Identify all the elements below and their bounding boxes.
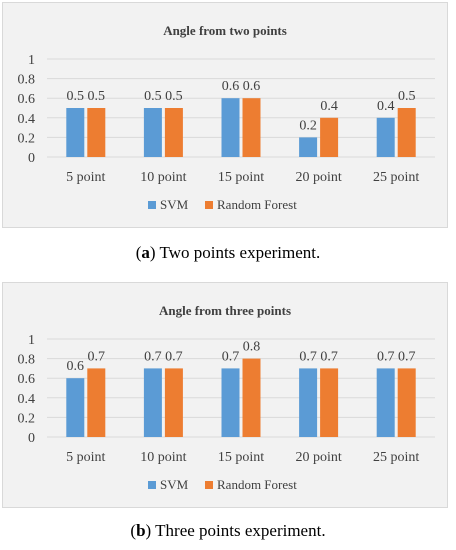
y-tick-label: 0.8 bbox=[18, 353, 36, 368]
data-label: 0.4 bbox=[320, 99, 338, 114]
y-tick-label: 0.6 bbox=[18, 372, 36, 387]
y-tick-label: 0.6 bbox=[18, 92, 36, 107]
x-tick-label: 5 point bbox=[66, 450, 105, 465]
legend-label: Random Forest bbox=[217, 197, 297, 212]
x-tick-label: 15 point bbox=[218, 450, 264, 465]
caption-a-letter: a bbox=[141, 243, 150, 262]
caption-b-open: ( bbox=[130, 521, 137, 540]
bar-random-forest bbox=[164, 108, 183, 157]
chart-title: Angle from two points bbox=[163, 23, 287, 38]
caption-a-text: Two points experiment. bbox=[155, 243, 321, 262]
legend-swatch-random-forest bbox=[205, 201, 213, 209]
y-tick-label: 0 bbox=[28, 151, 35, 166]
bar-svm bbox=[221, 98, 240, 157]
legend-swatch-svm bbox=[148, 201, 156, 209]
x-tick-label: 5 point bbox=[66, 170, 105, 185]
data-label: 0.5 bbox=[398, 89, 416, 104]
bar-svm bbox=[143, 108, 162, 157]
data-label: 0.7 bbox=[88, 349, 106, 364]
caption-a: (a) Two points experiment. bbox=[0, 243, 456, 263]
caption-b-letter: b bbox=[136, 521, 146, 540]
bar-random-forest bbox=[320, 368, 339, 437]
x-tick-label: 25 point bbox=[373, 170, 419, 185]
x-tick-label: 10 point bbox=[140, 170, 186, 185]
data-label: 0.4 bbox=[377, 99, 395, 114]
bar-random-forest bbox=[87, 108, 106, 157]
y-tick-label: 0.4 bbox=[18, 112, 36, 127]
chart-title: Angle from three points bbox=[159, 303, 291, 318]
x-tick-label: 20 point bbox=[295, 170, 341, 185]
bar-svm bbox=[376, 368, 395, 437]
data-label: 0.5 bbox=[165, 89, 183, 104]
data-label: 0.7 bbox=[165, 349, 183, 364]
data-label: 0.7 bbox=[320, 349, 338, 364]
y-tick-label: 0.8 bbox=[18, 73, 36, 88]
chart-panel-a: Angle from two points 0 0.2 0.4 0.6 0.8 1 0.5 0.… bbox=[2, 2, 448, 228]
legend-label: Random Forest bbox=[217, 477, 297, 492]
y-tick-label: 0.4 bbox=[18, 392, 36, 407]
bar-random-forest bbox=[164, 368, 183, 437]
data-label: 0.5 bbox=[67, 89, 85, 104]
caption-b: (b) Three points experiment. bbox=[0, 521, 456, 541]
bar-svm bbox=[66, 378, 85, 437]
caption-a-open: ( bbox=[135, 243, 142, 262]
legend-swatch-random-forest bbox=[205, 481, 213, 489]
bar-random-forest bbox=[397, 108, 416, 157]
data-label: 0.7 bbox=[222, 349, 240, 364]
data-label: 0.8 bbox=[243, 340, 261, 355]
y-tick-label: 0 bbox=[28, 431, 35, 446]
caption-b-close: ) bbox=[145, 521, 152, 540]
data-label: 0.6 bbox=[222, 79, 240, 94]
data-label: 0.6 bbox=[67, 359, 85, 374]
y-tick-label: 1 bbox=[28, 53, 35, 68]
bar-random-forest bbox=[242, 358, 261, 437]
y-tick-label: 0.2 bbox=[18, 131, 36, 146]
data-label: 0.7 bbox=[144, 349, 162, 364]
bar-svm bbox=[299, 368, 318, 437]
legend-swatch-svm bbox=[148, 481, 156, 489]
chart-panel-b: Angle from three points 0 0.2 0.4 0.6 0.8 1 0.6… bbox=[2, 282, 448, 508]
data-label: 0.2 bbox=[299, 118, 317, 133]
bar-random-forest bbox=[87, 368, 106, 437]
data-label: 0.6 bbox=[243, 79, 261, 94]
data-label: 0.7 bbox=[299, 349, 317, 364]
data-label: 0.7 bbox=[377, 349, 395, 364]
x-tick-label: 20 point bbox=[295, 450, 341, 465]
bar-svm bbox=[143, 368, 162, 437]
y-tick-label: 1 bbox=[28, 333, 35, 348]
x-tick-label: 10 point bbox=[140, 450, 186, 465]
y-tick-label: 0.2 bbox=[18, 411, 36, 426]
data-label: 0.5 bbox=[88, 89, 106, 104]
bar-svm bbox=[376, 117, 395, 157]
chart-b-svg: Angle from three points 0 0.2 0.4 0.6 0.8 1 0.6… bbox=[18, 303, 435, 492]
data-label: 0.7 bbox=[398, 349, 416, 364]
bar-random-forest bbox=[320, 117, 339, 157]
x-tick-label: 15 point bbox=[218, 170, 264, 185]
bar-svm bbox=[66, 108, 85, 157]
bar-random-forest bbox=[397, 368, 416, 437]
caption-b-text: Three points experiment. bbox=[151, 521, 326, 540]
legend-label: SVM bbox=[160, 477, 189, 492]
caption-a-close: ) bbox=[149, 243, 156, 262]
bar-svm bbox=[221, 368, 240, 437]
legend-label: SVM bbox=[160, 197, 189, 212]
x-tick-label: 25 point bbox=[373, 450, 419, 465]
bar-random-forest bbox=[242, 98, 261, 157]
bar-svm bbox=[299, 137, 318, 157]
data-label: 0.5 bbox=[144, 89, 162, 104]
